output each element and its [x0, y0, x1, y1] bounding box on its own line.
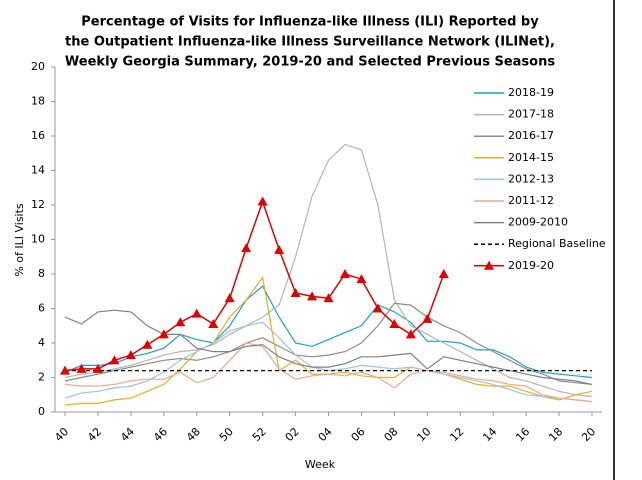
data-point [389, 319, 400, 329]
data-point [175, 317, 186, 327]
x-tick-label: 10 [414, 425, 433, 444]
y-tick-label: 4 [38, 336, 45, 349]
y-tick-label: 18 [31, 95, 45, 108]
data-point [372, 303, 383, 313]
data-point [208, 319, 219, 329]
x-tick-label: 14 [480, 425, 499, 444]
data-point [92, 363, 103, 373]
y-tick-label: 16 [31, 129, 45, 142]
y-tick-label: 6 [38, 302, 45, 315]
x-tick-label: 02 [283, 425, 302, 444]
x-tick-label: 48 [184, 425, 203, 444]
data-point [290, 287, 301, 297]
series-line [64, 302, 593, 385]
y-tick-label: 2 [38, 371, 45, 384]
legend-label: 2018-19 [508, 86, 554, 99]
y-tick-label: 14 [31, 164, 45, 177]
series-line [64, 309, 593, 385]
legend-label: 2014-15 [508, 151, 554, 164]
x-tick-label: 16 [513, 425, 532, 444]
data-point [241, 243, 252, 253]
data-point [191, 308, 202, 318]
x-tick-label: 40 [52, 425, 71, 444]
x-tick-label: 42 [85, 425, 104, 444]
data-point [339, 269, 350, 278]
chart-title: the Outpatient Influenza-like Illness Su… [65, 35, 555, 50]
x-axis-label: Week [305, 458, 336, 471]
legend-label: 2011-12 [508, 194, 554, 207]
y-axis-label: % of ILI Visits [13, 203, 26, 277]
x-tick-label: 20 [579, 425, 598, 444]
data-point [76, 363, 87, 373]
y-tick-label: 20 [31, 60, 45, 73]
data-point [158, 329, 169, 339]
data-point [224, 293, 235, 303]
series-line [64, 285, 593, 379]
y-tick-label: 12 [31, 198, 45, 211]
data-point [125, 350, 136, 360]
data-point [307, 291, 318, 301]
y-tick-label: 8 [38, 267, 45, 280]
legend-label: Regional Baseline [508, 237, 606, 250]
data-point [274, 244, 285, 254]
data-point [405, 329, 416, 339]
x-tick-label: 52 [250, 425, 269, 444]
y-tick-label: 10 [31, 233, 45, 246]
data-point [257, 196, 268, 206]
legend-label: 2016-17 [508, 129, 554, 142]
x-tick-label: 06 [349, 425, 368, 444]
data-point [323, 293, 334, 303]
data-point [60, 365, 70, 375]
x-tick-label: 18 [546, 425, 565, 444]
data-point [438, 269, 449, 278]
y-tick-label: 0 [38, 405, 45, 418]
data-point [422, 313, 433, 323]
x-tick-label: 08 [382, 425, 401, 444]
series-line [64, 143, 593, 398]
data-point [142, 339, 153, 349]
data-point [356, 274, 367, 284]
x-tick-label: 50 [217, 425, 236, 444]
x-tick-label: 12 [447, 425, 466, 444]
chart-title: Weekly Georgia Summary, 2019-20 and Sele… [65, 55, 555, 70]
chart-title: Percentage of Visits for Influenza-like … [81, 15, 539, 30]
x-tick-label: 44 [118, 425, 137, 444]
legend-label: 2012-13 [508, 172, 554, 185]
x-tick-label: 04 [316, 425, 335, 444]
x-tick-label: 46 [151, 425, 170, 444]
legend-label: 2017-18 [508, 108, 554, 121]
series-line [64, 321, 593, 403]
legend-label: 2019-20 [508, 259, 554, 272]
series-line [64, 342, 593, 403]
legend-label: 2009-2010 [508, 216, 568, 229]
data-point [109, 355, 120, 365]
legend-marker [484, 260, 494, 270]
